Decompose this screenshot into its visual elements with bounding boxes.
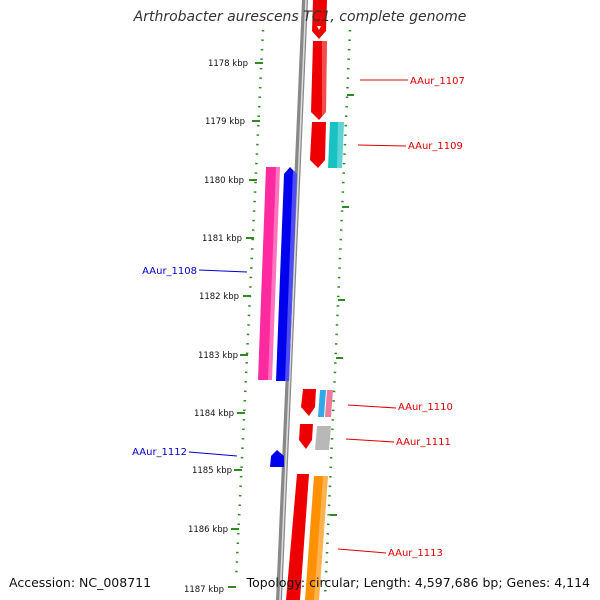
gene-label-aaur-1108[interactable]: AAur_1108	[142, 266, 197, 277]
tick-labels: 1178 kbp 1179 kbp 1180 kbp 1181 kbp 1182…	[184, 59, 248, 595]
gene-label-aaur-1110[interactable]: AAur_1110	[398, 402, 453, 413]
label-leaders	[188, 79, 408, 554]
tick-label-1185: 1185 kbp	[192, 466, 232, 476]
gene-aaur-1110-pink-arrow[interactable]	[325, 390, 333, 417]
tick-marks	[228, 62, 354, 588]
gene-aaur-1112-arrow[interactable]	[270, 450, 284, 467]
gene-aaur-1111-gray-arrow[interactable]	[315, 426, 331, 450]
gene-aaur-1113-red-arrow[interactable]	[286, 474, 309, 600]
gene-label-aaur-1112[interactable]: AAur_1112	[132, 447, 187, 458]
gene-label-aaur-1107[interactable]: AAur_1107	[410, 76, 465, 87]
gene-label-aaur-1109[interactable]: AAur_1109	[408, 141, 463, 152]
accession-text: Accession: NC_008711	[9, 575, 152, 590]
gene-label-aaur-1113[interactable]: AAur_1113	[388, 548, 443, 559]
tick-label-1186: 1186 kbp	[188, 525, 228, 535]
gene-red-top-arrow[interactable]	[312, 0, 327, 39]
ruler-right-dotted	[323, 29, 352, 599]
map-title: Arthrobacter aurescens TC1, complete gen…	[133, 9, 467, 25]
tick-label-1187: 1187 kbp	[184, 585, 224, 595]
gene-blue-arrow[interactable]	[276, 167, 297, 381]
tick-label-1181: 1181 kbp	[202, 234, 242, 244]
gene-aaur-1110-red-arrow[interactable]	[301, 389, 316, 416]
genome-summary-text: Topology: circular; Length: 4,597,686 bp…	[246, 575, 590, 590]
gene-aaur-1110-lightblue-arrow[interactable]	[318, 390, 326, 417]
gene-aaur-1109-red-arrow[interactable]	[310, 122, 326, 168]
gene-aaur-1107-arrow[interactable]	[311, 41, 327, 120]
tick-label-1180: 1180 kbp	[204, 176, 244, 186]
gene-aaur-1113-orange-arrow[interactable]	[305, 476, 328, 600]
gene-label-aaur-1111[interactable]: AAur_1111	[396, 437, 451, 448]
tick-label-1184: 1184 kbp	[194, 409, 234, 419]
tick-label-1182: 1182 kbp	[199, 292, 239, 302]
ruler-left-dotted	[234, 29, 265, 581]
tick-label-1183: 1183 kbp	[198, 351, 238, 361]
gene-aaur-1109-cyan-arrow[interactable]	[328, 122, 344, 168]
gene-aaur-1111-red-arrow[interactable]	[299, 424, 313, 449]
tick-label-1178: 1178 kbp	[208, 59, 248, 69]
tick-label-1179: 1179 kbp	[205, 117, 245, 127]
gene-aaur-1108-arrow[interactable]	[258, 167, 280, 380]
